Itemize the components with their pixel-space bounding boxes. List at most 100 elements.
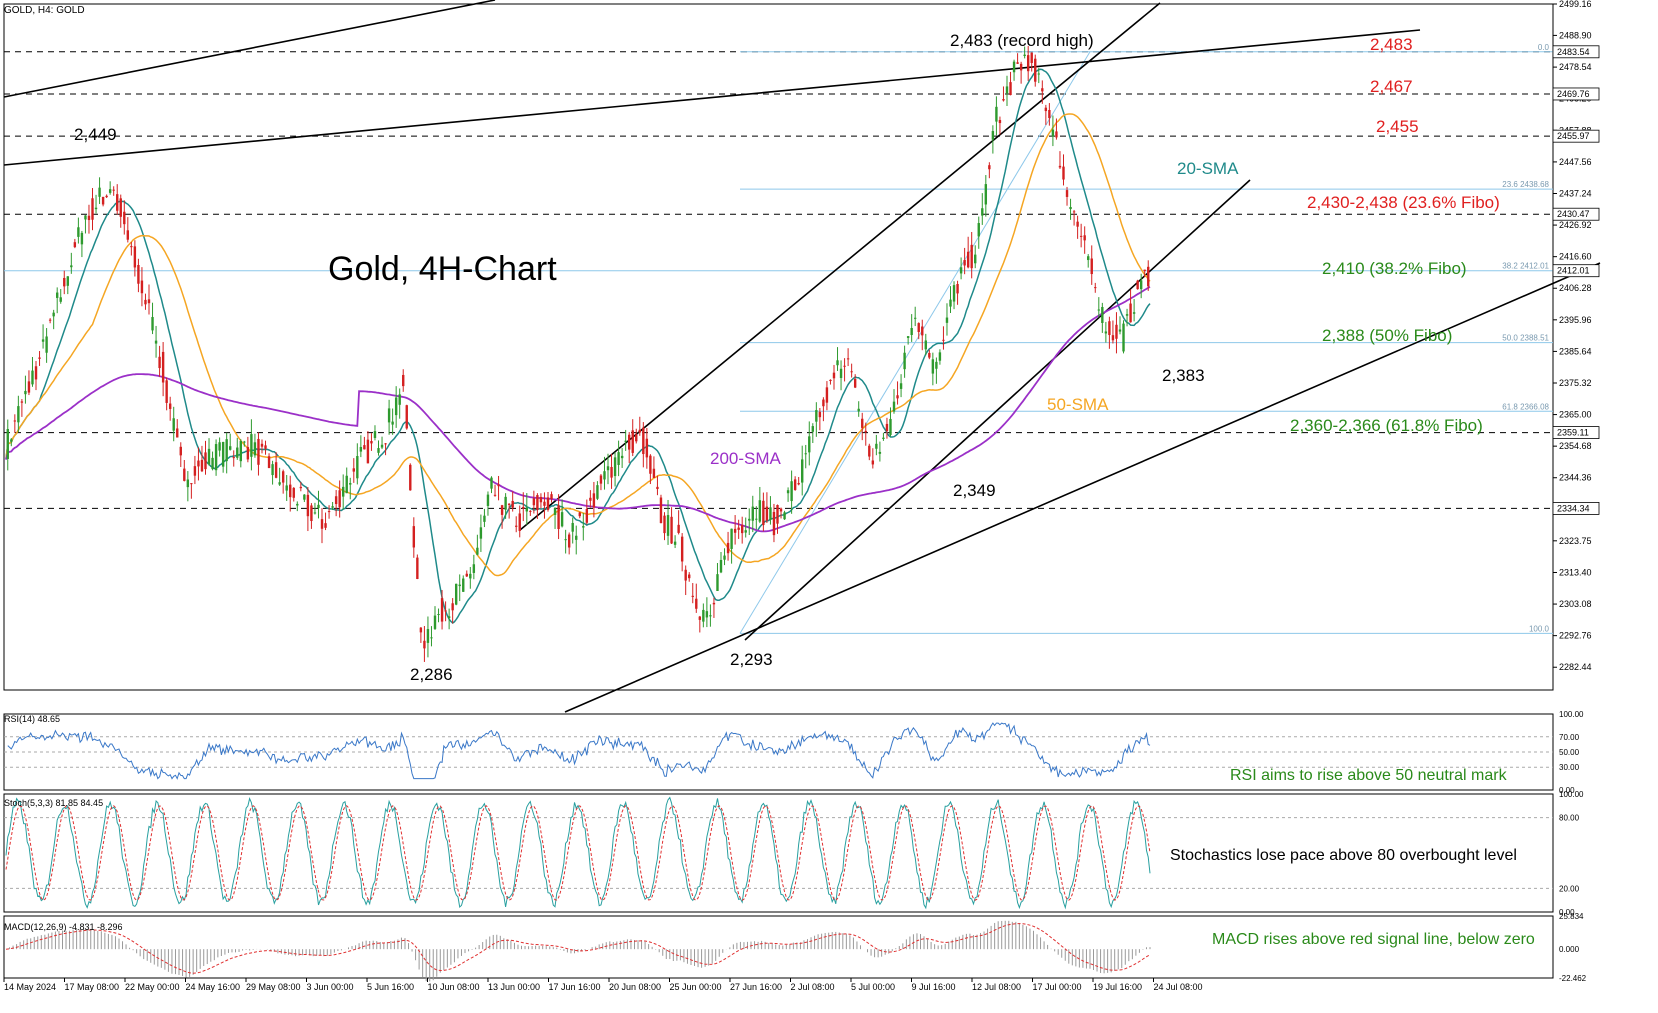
- candle-body: [394, 397, 398, 416]
- panel-frame: [3, 3, 1554, 691]
- price-badge-label: 2430.47: [1557, 209, 1590, 219]
- candle-body: [310, 505, 313, 522]
- candle-body: [624, 440, 627, 442]
- candle-body: [437, 614, 440, 616]
- price-badge: [1552, 264, 1600, 278]
- candle-body: [525, 507, 529, 512]
- candle-body: [126, 230, 130, 240]
- candle-body: [1076, 221, 1079, 227]
- candle-body: [341, 486, 345, 497]
- candle-body: [281, 471, 285, 483]
- candle-body: [161, 351, 165, 383]
- price-badge: [1552, 426, 1600, 439]
- candle-body: [412, 526, 416, 548]
- candle-body: [642, 427, 645, 455]
- candle-body: [430, 637, 433, 639]
- candle-body: [723, 555, 726, 560]
- candle-body: [719, 559, 723, 573]
- candle-body: [790, 481, 793, 502]
- time-tick-label: 2 Jul 08:00: [791, 982, 835, 992]
- candle-body: [582, 526, 585, 528]
- candle-body: [702, 609, 705, 622]
- candle-body: [1143, 269, 1146, 272]
- price-badge-label: 2412.01: [1557, 266, 1590, 276]
- candle-body: [712, 602, 716, 605]
- panel-frame: [3, 915, 1554, 979]
- candle-body: [483, 515, 486, 522]
- candle-body: [80, 232, 84, 245]
- candle-body: [338, 490, 341, 508]
- candle-body: [801, 459, 804, 483]
- candle-body: [264, 445, 267, 449]
- time-tick-label: 27 Jun 16:00: [730, 982, 782, 992]
- candle-body: [366, 439, 370, 464]
- candle-body: [868, 445, 871, 457]
- candle-body: [190, 483, 193, 485]
- candle-body: [313, 512, 317, 514]
- rsi-tick: 0.00: [1559, 786, 1575, 795]
- rsi-tick: 100.00: [1559, 710, 1584, 719]
- candle-body: [207, 448, 211, 465]
- candle-body: [20, 401, 24, 403]
- candle-body: [91, 198, 94, 220]
- candle-body: [267, 456, 271, 469]
- candle-body: [1079, 235, 1083, 237]
- support-2360-label: 2,360-2,366 (61.8% Fibo): [1290, 416, 1483, 435]
- fib-label: 61.8 2366.08: [1502, 402, 1549, 411]
- candle-body: [949, 299, 952, 307]
- candle-body: [147, 299, 151, 304]
- candle-body: [1005, 86, 1009, 94]
- candle-body: [1072, 211, 1076, 213]
- candle-body: [257, 438, 260, 465]
- candle-body: [762, 500, 765, 526]
- candle-body: [836, 360, 839, 366]
- candle-body: [493, 494, 497, 496]
- candle-body: [889, 418, 892, 435]
- candle-body: [133, 246, 137, 268]
- low-2383-label: 2,383: [1162, 366, 1205, 385]
- candle-body: [1012, 61, 1016, 73]
- stoch-main-line: [5, 796, 1151, 910]
- candle-body: [557, 505, 560, 529]
- stoch-label: Stoch(5,3,3) 81.85 84.45: [4, 798, 103, 808]
- candle-body: [804, 453, 807, 455]
- candle-body: [998, 119, 1002, 124]
- candle-body: [878, 451, 882, 454]
- candle-body: [726, 542, 730, 554]
- candle-body: [214, 444, 218, 471]
- candle-body: [260, 443, 264, 447]
- candle-body: [610, 466, 613, 478]
- candle-body: [465, 573, 468, 577]
- candle-body: [776, 505, 779, 524]
- candle-body: [186, 479, 190, 488]
- candle-body: [229, 446, 232, 450]
- time-tick-label: 5 Jul 00:00: [851, 982, 895, 992]
- candle-body: [1023, 54, 1026, 56]
- candle-body: [317, 504, 320, 509]
- candle-body: [758, 500, 762, 522]
- price-badge-label: 2359.11: [1557, 428, 1589, 438]
- candle-body: [1065, 190, 1069, 197]
- candle-body: [352, 468, 355, 472]
- candle-body: [476, 547, 479, 555]
- price-tick-label: 2385.64: [1559, 346, 1592, 356]
- fib-label: 38.2 2412.01: [1502, 262, 1549, 271]
- candle-body: [285, 485, 288, 491]
- candle-body: [391, 421, 394, 425]
- candle-body: [387, 408, 391, 423]
- time-tick-label: 17 Jul 00:00: [1033, 982, 1082, 992]
- candle-body: [832, 372, 836, 379]
- candle-body: [331, 506, 334, 508]
- candle-body: [871, 460, 875, 465]
- candle-body: [815, 410, 818, 422]
- candle-body: [1125, 314, 1129, 316]
- candle-body: [543, 501, 546, 506]
- candle-body: [924, 340, 927, 350]
- price-badge: [1552, 45, 1600, 59]
- fib-label: 50.0 2388.51: [1502, 334, 1549, 343]
- candle-body: [825, 387, 829, 403]
- candle-body: [1034, 58, 1037, 82]
- candle-body: [45, 336, 48, 353]
- candle-body: [165, 380, 168, 403]
- candle-body: [243, 441, 246, 443]
